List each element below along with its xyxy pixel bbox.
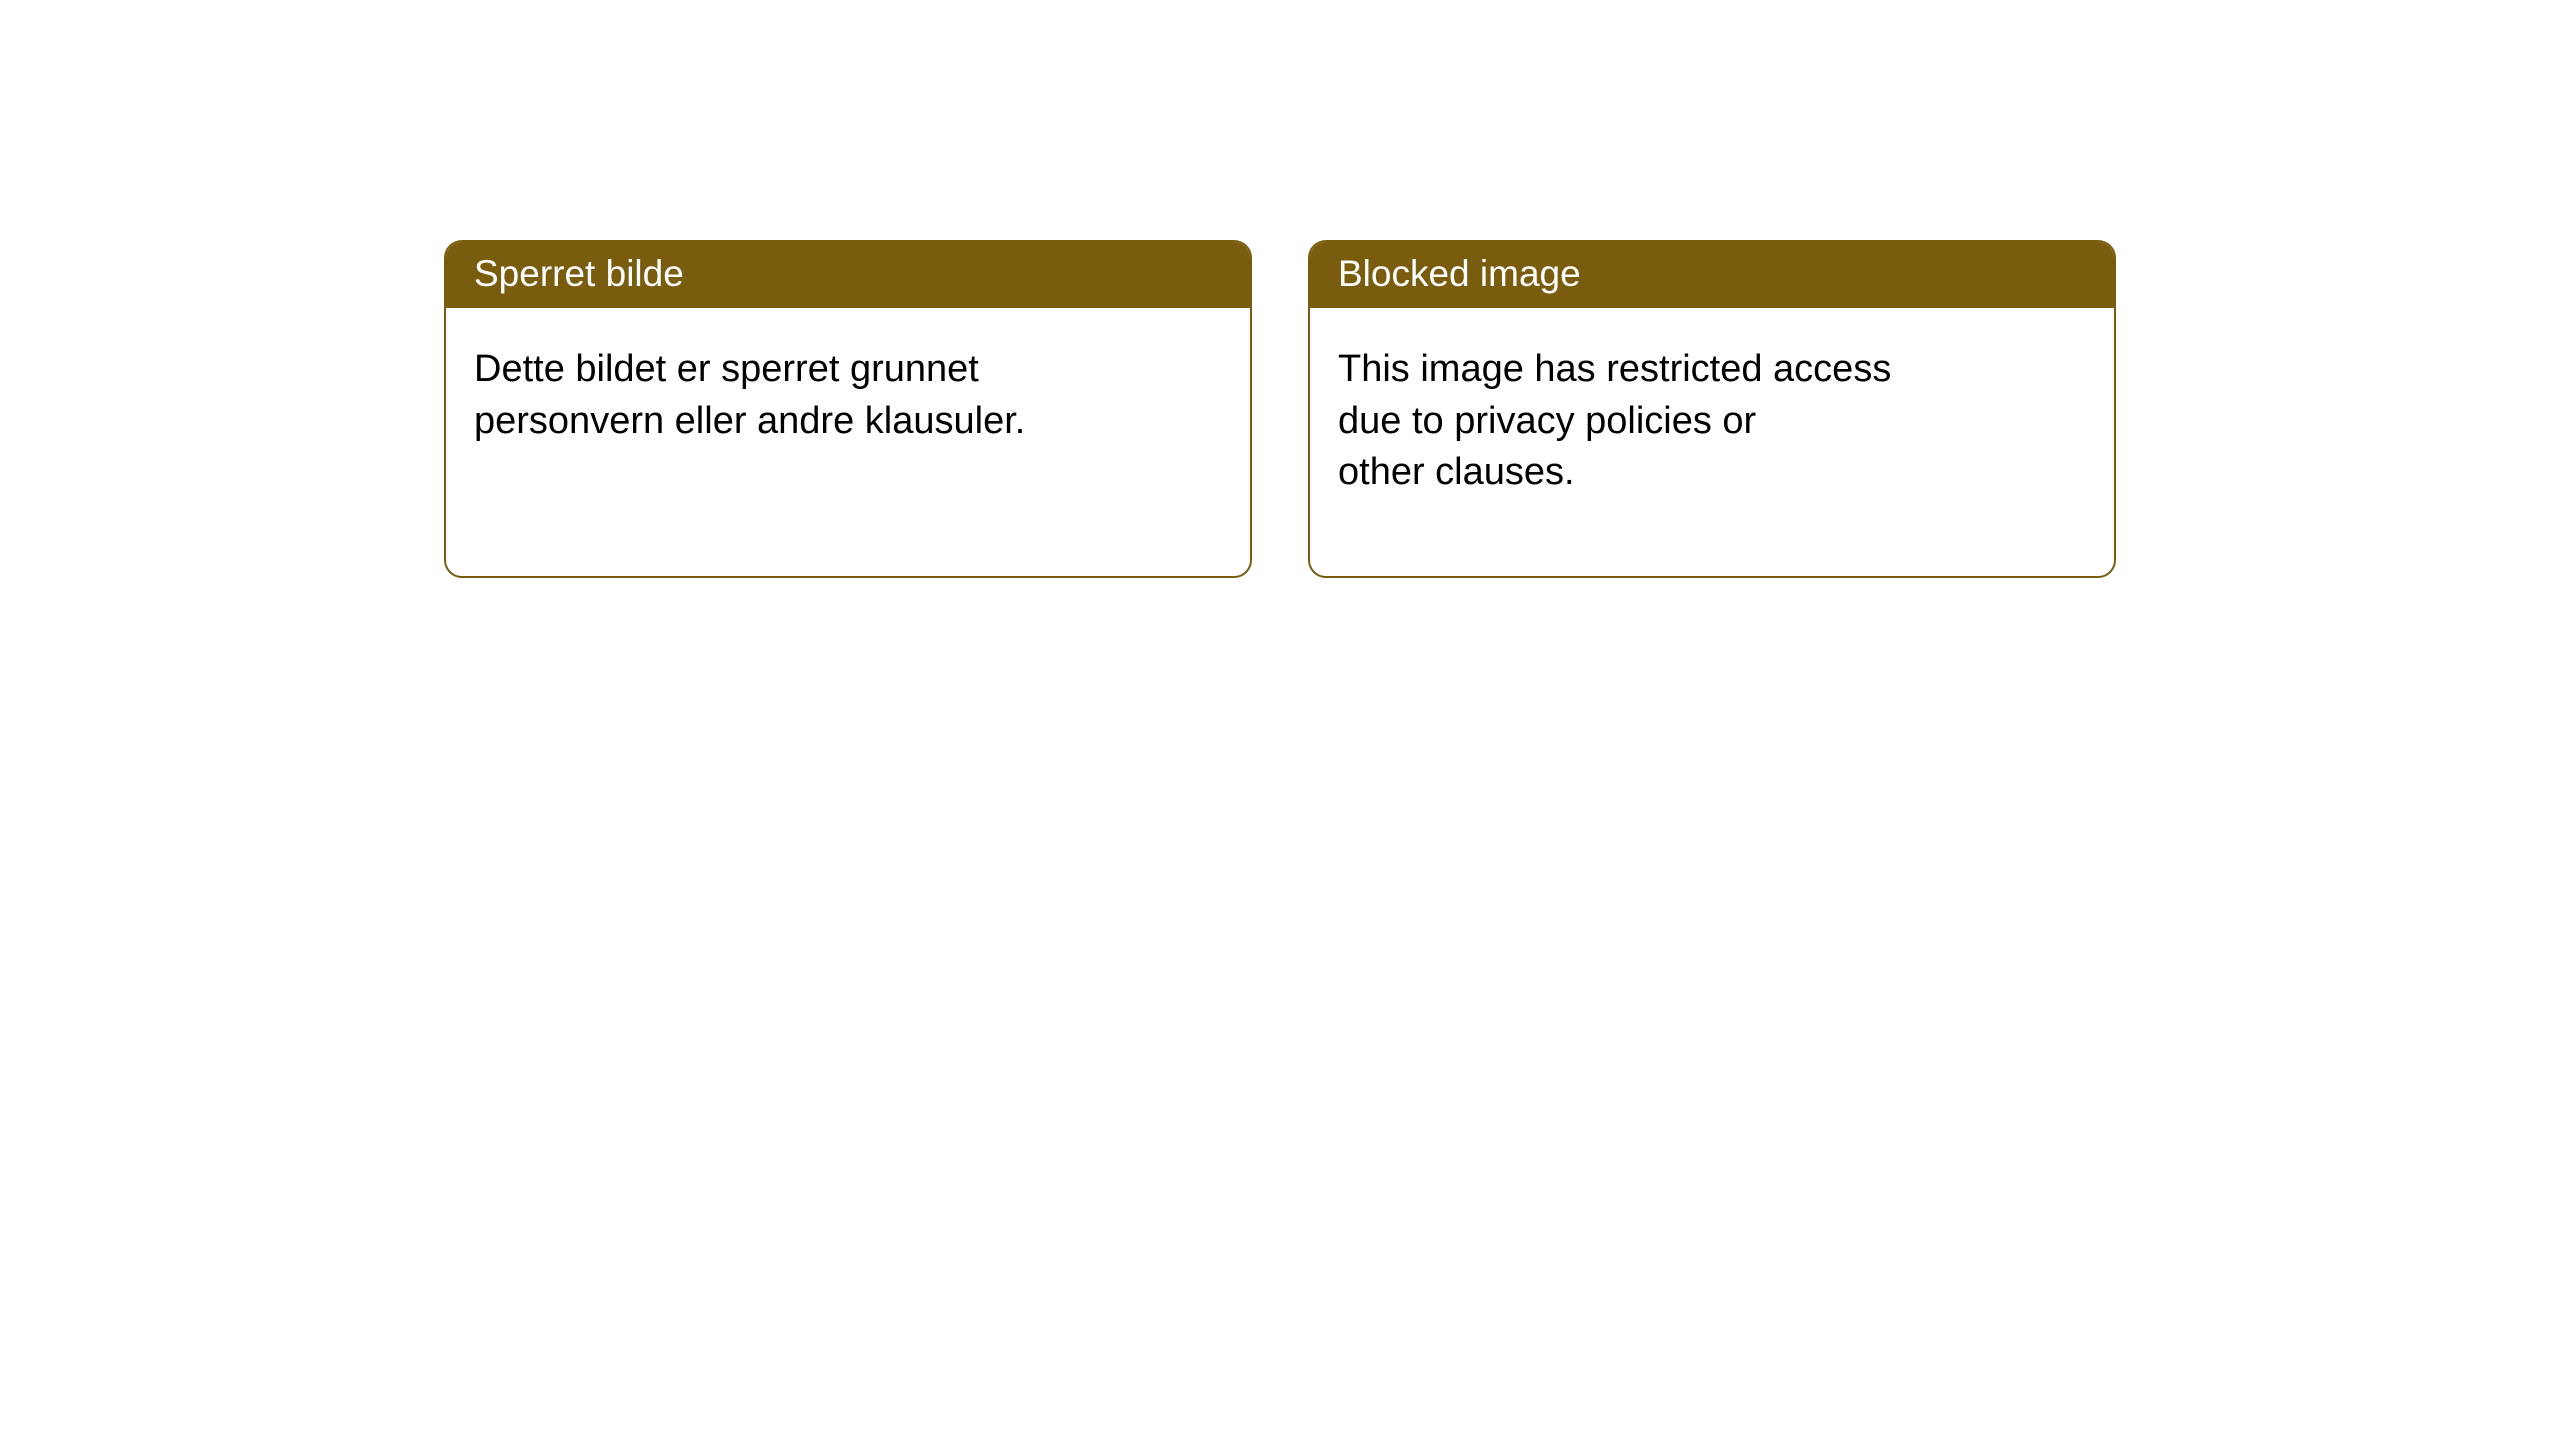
- notice-card-norwegian: Sperret bilde Dette bildet er sperret gr…: [444, 240, 1252, 578]
- notice-card-english: Blocked image This image has restricted …: [1308, 240, 2116, 578]
- notice-body-english: This image has restricted access due to …: [1310, 308, 2114, 526]
- notice-container: Sperret bilde Dette bildet er sperret gr…: [0, 0, 2560, 578]
- notice-title-norwegian: Sperret bilde: [446, 242, 1250, 308]
- notice-body-norwegian: Dette bildet er sperret grunnet personve…: [446, 308, 1250, 475]
- notice-title-english: Blocked image: [1310, 242, 2114, 308]
